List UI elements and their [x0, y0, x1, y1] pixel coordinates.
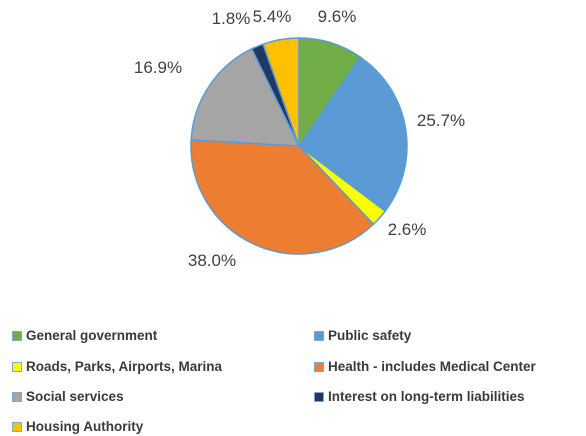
legend-swatch [314, 361, 324, 372]
legend-item: Public safety [314, 328, 411, 343]
chart-legend: General government Public safety Roads, Pa… [12, 318, 586, 436]
slice-data-label: 25.7% [417, 111, 465, 130]
slice-data-label: 5.4% [253, 7, 292, 26]
legend-item: Health - includes Medical Center [314, 359, 536, 374]
legend-swatch [314, 330, 324, 341]
legend-swatch [314, 391, 324, 402]
pie-slice-2 [297, 56, 408, 213]
legend-label: Social services [26, 389, 124, 404]
legend-item: Social services [12, 389, 124, 404]
pie-slice-5 [190, 47, 301, 147]
slice-data-label: 1.8% [212, 9, 251, 28]
legend-label: Interest on long-term liabilities [328, 389, 525, 404]
legend-item: Housing Authority [12, 419, 143, 434]
legend-item: Roads, Parks, Airports, Marina [12, 359, 222, 374]
legend-swatch [12, 330, 22, 341]
legend-label: Roads, Parks, Airports, Marina [26, 359, 223, 374]
pie-chart-plot: 9.6% 25.7% 2.6% 38.0% 16.9% 1.8% 5.4% [134, 7, 465, 270]
legend-swatch [12, 361, 22, 372]
pie-slice-7 [262, 37, 300, 147]
legend-item: Interest on long-term liabilities [314, 389, 525, 404]
legend-label: Public safety [328, 328, 412, 343]
legend-label: Housing Authority [26, 419, 144, 434]
legend-swatch [12, 421, 22, 432]
slice-data-label: 16.9% [134, 58, 182, 77]
pie-slice-4 [190, 139, 375, 255]
legend-label: General government [26, 328, 158, 343]
legend-item: General government [12, 328, 157, 343]
slice-data-label: 9.6% [318, 7, 357, 26]
legend-label: Health - includes Medical Center [328, 359, 536, 374]
legend-swatch [12, 391, 22, 402]
slice-data-label: 38.0% [188, 251, 236, 270]
slice-data-label: 2.6% [388, 220, 427, 239]
